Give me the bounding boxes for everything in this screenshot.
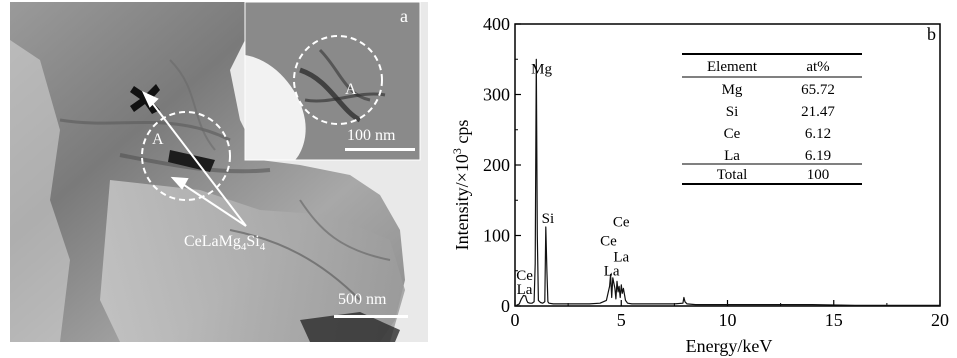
x-axis-label: Energy/keV xyxy=(686,336,773,356)
inset-scale-label: 100 nm xyxy=(347,127,396,144)
strain-contour xyxy=(59,118,231,142)
table-cell-element: Ce xyxy=(724,126,741,142)
inset-border xyxy=(244,1,421,161)
x-tick-label: 5 xyxy=(617,310,626,330)
y-tick-label: 0 xyxy=(501,296,510,316)
table-cell-value: 6.12 xyxy=(805,126,831,142)
inset-bright-hole xyxy=(245,55,306,160)
inset-scale-bar xyxy=(345,148,415,151)
peak-label: La xyxy=(604,264,620,280)
pointer-arrows xyxy=(141,90,247,227)
bottom-dark-feature xyxy=(300,312,400,342)
table-total-element: Total xyxy=(717,167,748,183)
table-header-at: at% xyxy=(806,59,829,75)
panel-b-label: b xyxy=(927,24,936,44)
table-total-value: 100 xyxy=(807,167,830,183)
peak-label: La xyxy=(517,282,533,298)
strain-contour xyxy=(299,199,391,261)
left-bright-region xyxy=(10,40,70,342)
table-cell-element: Si xyxy=(726,104,739,120)
table-cell-element: Mg xyxy=(722,82,743,98)
x-tick-label: 0 xyxy=(511,310,520,330)
scale-bar-label: 500 nm xyxy=(338,291,387,308)
inset-dark-contour xyxy=(299,67,362,123)
y-axis-label: Intensity/×103 cps xyxy=(450,120,472,251)
table-cell-element: La xyxy=(724,148,740,164)
table-cell-value: 6.19 xyxy=(805,148,831,164)
region-a-circle xyxy=(141,111,231,201)
y-tick-label: 400 xyxy=(483,14,510,34)
peak-label: Mg xyxy=(531,61,552,77)
inset-dark-contour xyxy=(318,48,371,102)
peak-label: Ce xyxy=(600,233,617,249)
x-tick-label: 15 xyxy=(825,310,843,330)
inset-region-circle xyxy=(293,35,383,125)
peak-label: La xyxy=(613,250,629,266)
peak-label: Si xyxy=(542,211,555,227)
tem-panel-a: A CeLaMg4Si4 500 nm A 100 nm a xyxy=(10,1,428,342)
y-tick-label: 300 xyxy=(483,85,510,105)
peak-label: Ce xyxy=(516,268,533,284)
composition-table: Element at% Mg 65.72 Si 21.47 Ce 6.12 La… xyxy=(682,53,862,185)
table-cell-value: 65.72 xyxy=(801,82,835,98)
y-tick-label: 100 xyxy=(483,226,510,246)
x-tick-label: 20 xyxy=(931,310,949,330)
panel-a-label: a xyxy=(400,6,408,26)
inset-region-label: A xyxy=(345,81,357,98)
region-a-label: A xyxy=(152,131,164,148)
cross-particle xyxy=(130,84,160,114)
elongated-particle xyxy=(168,150,215,172)
inset-dark-contour xyxy=(304,92,386,103)
table-cell-value: 21.47 xyxy=(801,104,835,120)
inset-image: A 100 nm xyxy=(244,1,421,161)
lower-grain xyxy=(100,180,405,342)
y-tick-label: 200 xyxy=(483,155,510,175)
peak-label: Ce xyxy=(613,214,630,230)
x-tick-label: 10 xyxy=(719,310,737,330)
scale-bar xyxy=(334,315,408,318)
spectrum-line xyxy=(514,58,940,307)
strain-contour xyxy=(229,229,361,301)
strain-contour xyxy=(169,59,216,151)
table-header-element: Element xyxy=(707,59,758,75)
phase-label: CeLaMg4Si4 xyxy=(184,233,266,253)
